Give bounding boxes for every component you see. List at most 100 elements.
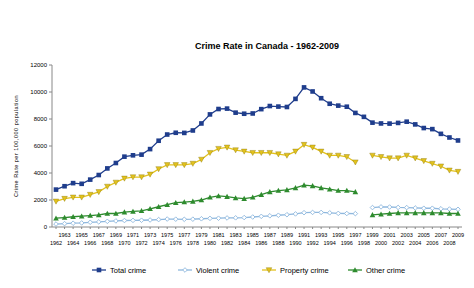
marker <box>207 195 213 200</box>
marker <box>421 206 426 211</box>
marker <box>182 131 187 136</box>
marker <box>130 175 136 180</box>
x-tick <box>167 227 168 229</box>
marker <box>233 110 238 115</box>
x-tick-label: 1983 <box>229 232 241 238</box>
marker <box>266 268 272 273</box>
marker <box>310 183 316 188</box>
x-tick <box>278 227 279 229</box>
x-tick <box>150 227 151 229</box>
marker <box>353 160 359 165</box>
x-tick-label: 1998 <box>358 240 370 246</box>
marker <box>352 267 358 272</box>
marker <box>139 218 144 223</box>
marker <box>224 194 230 199</box>
marker <box>225 216 230 221</box>
marker <box>122 154 127 159</box>
x-tick <box>269 227 270 229</box>
marker <box>456 138 461 143</box>
x-tick-label: 2004 <box>409 240 421 246</box>
marker <box>293 149 299 154</box>
marker <box>396 205 401 210</box>
marker <box>421 126 426 131</box>
marker <box>242 215 247 220</box>
x-tick <box>381 227 382 229</box>
marker <box>335 188 341 193</box>
marker <box>131 153 136 158</box>
marker <box>378 211 384 216</box>
marker <box>413 206 418 211</box>
x-tick <box>81 227 82 229</box>
marker <box>387 121 392 126</box>
marker <box>250 215 255 220</box>
x-tick <box>389 227 390 229</box>
marker <box>404 153 410 158</box>
marker <box>148 147 153 152</box>
chart: Crime Rate in Canada - 1962-2009Crime Ra… <box>0 0 474 288</box>
marker <box>259 214 264 219</box>
marker <box>54 187 59 192</box>
marker <box>370 212 376 217</box>
x-tick-label: 1986 <box>255 240 267 246</box>
x-tick-label: 1996 <box>341 240 353 246</box>
marker <box>250 150 256 155</box>
marker <box>258 150 264 155</box>
marker <box>164 163 170 168</box>
x-tick-label: 1971 <box>127 232 139 238</box>
marker <box>276 188 282 193</box>
marker <box>241 149 247 154</box>
marker <box>301 142 307 147</box>
marker <box>113 180 119 185</box>
x-tick-label: 1992 <box>306 240 318 246</box>
marker <box>430 127 435 132</box>
marker <box>267 150 273 155</box>
marker <box>190 199 196 204</box>
marker <box>327 211 332 216</box>
x-tick <box>338 227 339 229</box>
x-tick <box>124 227 125 229</box>
marker <box>370 205 375 210</box>
x-tick <box>218 227 219 229</box>
marker <box>199 197 205 202</box>
series-line <box>56 87 458 189</box>
marker <box>284 187 290 192</box>
x-tick-label: 1974 <box>153 240 165 246</box>
marker <box>345 104 350 109</box>
x-tick <box>56 227 57 229</box>
marker <box>70 214 76 219</box>
marker <box>96 190 102 195</box>
marker <box>319 96 324 101</box>
marker <box>336 103 341 108</box>
marker <box>447 135 452 140</box>
marker <box>173 200 179 205</box>
marker <box>258 192 264 197</box>
title: Crime Rate in Canada - 1962-2009 <box>195 41 339 51</box>
legend-label: Property crime <box>280 266 329 275</box>
marker <box>285 105 290 110</box>
marker <box>242 111 247 116</box>
marker <box>438 210 444 215</box>
marker <box>199 121 204 126</box>
marker <box>70 195 76 200</box>
marker <box>88 220 93 225</box>
marker <box>79 195 85 200</box>
marker <box>165 132 170 137</box>
x-tick <box>440 227 441 229</box>
x-tick <box>90 227 91 229</box>
x-tick <box>355 227 356 229</box>
marker <box>396 121 401 126</box>
marker <box>438 164 444 169</box>
x-tick-label: 1988 <box>272 240 284 246</box>
marker <box>250 111 255 116</box>
x-tick <box>115 227 116 229</box>
marker <box>79 213 85 218</box>
y-tick-label: 8000 <box>34 116 48 122</box>
x-tick <box>227 227 228 229</box>
x-tick-label: 1963 <box>58 232 70 238</box>
x-tick <box>295 227 296 229</box>
marker <box>62 221 67 226</box>
x-tick <box>175 227 176 229</box>
series-line <box>56 185 458 218</box>
marker <box>353 111 358 116</box>
marker <box>156 204 162 209</box>
